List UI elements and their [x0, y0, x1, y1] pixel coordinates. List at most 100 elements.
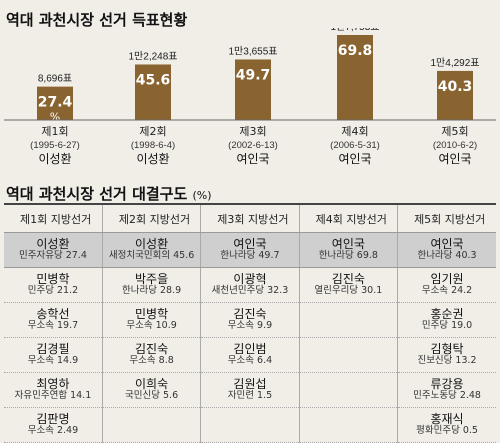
- candidate-name: 민병학: [135, 306, 169, 321]
- candidate-cell: 민병학 무소속 10.9: [102, 302, 202, 338]
- candidate-cell: 박주을 한나라당 28.9: [102, 267, 202, 303]
- candidate-party-share: 진보신당 13.2: [417, 355, 477, 367]
- vote-count-label: 1만4,292표: [431, 57, 480, 69]
- candidate-cell: 홍순권 민주당 19.0: [397, 302, 496, 338]
- column-header: 제5회 지방선거: [397, 203, 496, 233]
- candidate-party-share: 무소속 24.2: [421, 285, 473, 297]
- winner-name: 여인국: [338, 152, 371, 166]
- candidate-name: 김경필: [36, 341, 70, 356]
- candidate-name: 홍순권: [430, 306, 464, 321]
- candidate-party-share: 무소속 14.9: [27, 355, 79, 367]
- candidate-cell: 이광혁 새천년민주당 32.3: [200, 267, 300, 303]
- vote-share-bar-chart: 8,696표27.4%제1회(1995-6-27)이성환1만2,248표45.6…: [4, 28, 496, 166]
- election-date: (2002-6-13): [228, 140, 278, 151]
- candidate-party-share: 민주당 19.0: [421, 320, 473, 332]
- table-row: 민병학 민주당 21.2 박주을 한나라당 28.9 이광혁 새천년민주당 32.3 김진숙…: [4, 267, 496, 303]
- candidate-name: 임기원: [430, 271, 464, 286]
- election-date: (1998-6-4): [131, 140, 175, 151]
- candidate-cell: 여인국 한나라당 49.7: [200, 232, 300, 268]
- candidate-name: 최영하: [36, 376, 70, 391]
- candidate-cell: 최영하 자유민주연합 14.1: [4, 372, 103, 408]
- empty-cell: [299, 372, 399, 408]
- bar-3: [235, 59, 271, 120]
- empty-cell: [299, 407, 399, 443]
- candidate-party-share: 한나라당 28.9: [122, 285, 182, 297]
- candidate-party-share: 무소속 19.7: [27, 320, 79, 332]
- bar-4: [337, 35, 373, 120]
- candidate-name: 김진숙: [331, 271, 365, 286]
- value-label: 69.8: [338, 43, 373, 59]
- empty-cell: [200, 407, 300, 443]
- election-date: (1995-6-27): [30, 140, 80, 151]
- bar-1: [37, 86, 73, 120]
- candidate-party-share: 자유민주연합 14.1: [14, 390, 92, 402]
- candidate-name: 김판명: [36, 411, 70, 426]
- candidate-name: 민병학: [36, 271, 70, 286]
- value-label: 27.4: [38, 95, 73, 111]
- candidate-party-share: 민주노동당 2.48: [413, 390, 481, 402]
- candidate-party-share: 국민신당 5.6: [125, 390, 179, 402]
- candidate-party-share: 자민련 1.5: [227, 390, 273, 402]
- candidate-cell: 민병학 민주당 21.2: [4, 267, 103, 303]
- candidate-name: 김원섭: [233, 376, 267, 391]
- candidate-name: 여인국: [430, 236, 464, 251]
- candidate-cell: 여인국 한나라당 40.3: [397, 232, 496, 268]
- candidate-name: 이성환: [36, 236, 70, 251]
- candidate-name: 송학선: [36, 306, 70, 321]
- candidate-name: 홍재식: [430, 411, 464, 426]
- candidate-name: 여인국: [233, 236, 267, 251]
- vote-count-label: 1만3,655표: [229, 45, 278, 57]
- election-date: (2010-6-2): [433, 140, 477, 151]
- empty-cell: [102, 407, 202, 443]
- value-label: 45.6: [136, 72, 171, 88]
- election-matchup-table: 제1회 지방선거 제2회 지방선거 제3회 지방선거 제4회 지방선거 제5회 지방선거…: [4, 203, 496, 443]
- candidate-cell: 김진숙 무소속 8.8: [102, 337, 202, 373]
- candidate-cell: 김인범 무소속 6.4: [200, 337, 300, 373]
- table-row: 최영하 자유민주연합 14.1 이희숙 국민신당 5.6 김원섭 자민련 1.5 류강용 민주…: [4, 372, 496, 408]
- vote-count-label: 1만2,248표: [129, 50, 178, 62]
- candidate-name: 이광혁: [233, 271, 267, 286]
- table-row: 김판명 무소속 2.49 홍재식 평화민주당 0.5: [4, 407, 496, 443]
- candidate-cell: 류강용 민주노동당 2.48: [397, 372, 496, 408]
- candidate-party-share: 새정치국민회의 45.6: [108, 250, 195, 262]
- candidate-party-share: 민주당 21.2: [27, 285, 79, 297]
- chart-title: 역대 과천시장 선거 득표현황: [6, 11, 188, 29]
- candidate-cell: 홍재식 평화민주당 0.5: [397, 407, 496, 443]
- candidate-name: 김인범: [233, 341, 267, 356]
- column-header: 제3회 지방선거: [200, 203, 300, 233]
- candidate-name: 이희숙: [135, 376, 169, 391]
- candidate-name: 박주을: [135, 271, 169, 286]
- candidate-party-share: 열린우리당 30.1: [314, 285, 383, 297]
- candidate-name: 김진숙: [233, 306, 267, 321]
- candidate-cell: 여인국 한나라당 69.8: [299, 232, 399, 268]
- table-title-text: 역대 과천시장 선거 대결구도: [6, 185, 188, 203]
- empty-cell: [299, 337, 399, 373]
- election-label: 제5회: [441, 125, 468, 138]
- bar-5: [437, 70, 473, 120]
- column-header: 제4회 지방선거: [299, 203, 399, 233]
- election-label: 제2회: [139, 125, 166, 138]
- candidate-cell: 김진숙 열린우리당 30.1: [299, 267, 399, 303]
- column-header: 제1회 지방선거: [4, 203, 103, 233]
- percent-sign: %: [50, 111, 60, 124]
- candidate-party-share: 무소속 2.49: [27, 425, 79, 437]
- candidate-party-share: 민주자유당 27.4: [19, 250, 87, 262]
- candidate-cell: 송학선 무소속 19.7: [4, 302, 103, 338]
- candidate-party-share: 한나라당 49.7: [220, 250, 280, 262]
- candidate-name: 김형탁: [430, 341, 464, 356]
- candidate-cell: 김판명 무소속 2.49: [4, 407, 103, 443]
- table-row: 송학선 무소속 19.7 민병학 무소속 10.9 김진숙 무소속 9.9 홍순권 민주당 1…: [4, 302, 496, 338]
- candidate-name: 김진숙: [135, 341, 169, 356]
- election-label: 제1회: [41, 125, 68, 138]
- table-header-row: 제1회 지방선거 제2회 지방선거 제3회 지방선거 제4회 지방선거 제5회 지방선거: [4, 203, 496, 233]
- candidate-name: 여인국: [331, 236, 365, 251]
- candidate-cell: 김형탁 진보신당 13.2: [397, 337, 496, 373]
- election-label: 제4회: [341, 125, 368, 138]
- candidate-cell: 이성환 새정치국민회의 45.6: [102, 232, 202, 268]
- vote-count-label: 1만7,753표: [331, 28, 380, 33]
- empty-cell: [299, 302, 399, 338]
- value-label: 40.3: [438, 79, 473, 95]
- candidate-cell: 김원섭 자민련 1.5: [200, 372, 300, 408]
- winner-row: 이성환 민주자유당 27.4 이성환 새정치국민회의 45.6 여인국 한나라당 49.7…: [4, 232, 496, 268]
- candidate-name: 이성환: [135, 236, 169, 251]
